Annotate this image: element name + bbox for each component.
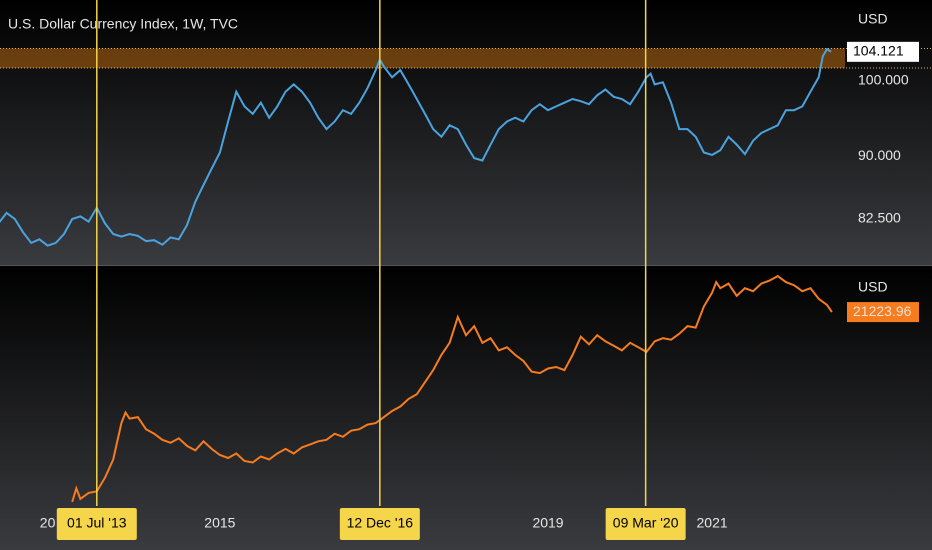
y-tick-label: 90.000 xyxy=(858,147,901,163)
y-tick-label: 82.500 xyxy=(858,210,901,226)
currency-label: USD xyxy=(858,279,888,295)
date-label: 12 Dec '16 xyxy=(347,515,414,531)
x-tick-label: 2015 xyxy=(204,515,235,531)
bottom-pane xyxy=(0,266,932,550)
chart-title: U.S. Dollar Currency Index, 1W, TVC xyxy=(8,16,238,32)
last-value-label: 104.121 xyxy=(853,43,904,59)
series-line xyxy=(71,274,833,503)
x-tick-label: 2021 xyxy=(697,515,728,531)
last-value-box xyxy=(847,302,919,323)
date-label-box xyxy=(605,508,686,540)
last-value-box xyxy=(847,41,919,62)
series-line xyxy=(0,47,832,247)
date-label: 09 Mar '20 xyxy=(613,515,679,531)
x-tick-label: 2019 xyxy=(532,515,563,531)
date-label-box xyxy=(339,508,420,540)
top-pane xyxy=(0,0,932,265)
date-label-box xyxy=(56,508,137,540)
last-value-label: 21223.96 xyxy=(853,303,912,319)
date-label: 01 Jul '13 xyxy=(67,515,127,531)
currency-label: USD xyxy=(858,11,888,27)
zone xyxy=(0,48,845,69)
y-tick-label: 100.000 xyxy=(858,72,909,88)
x-tick-label: 20 xyxy=(40,515,56,531)
